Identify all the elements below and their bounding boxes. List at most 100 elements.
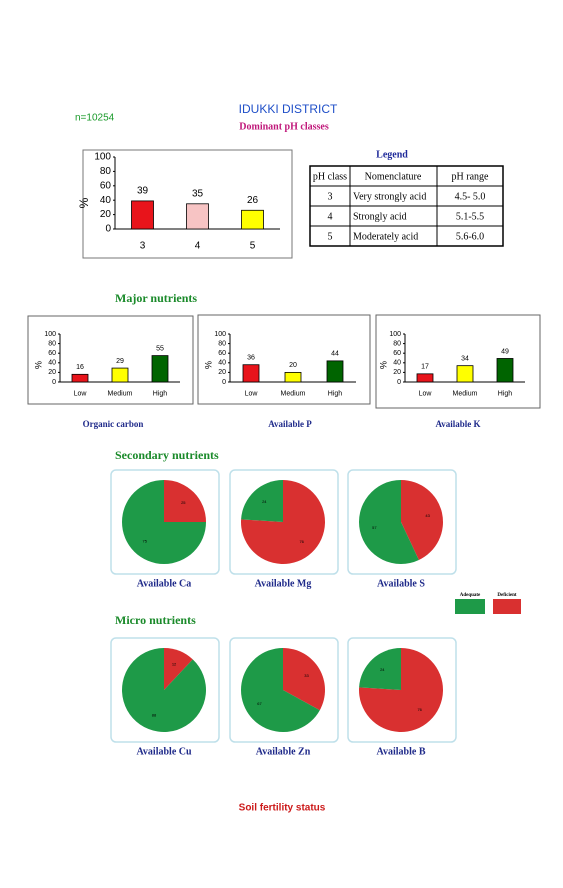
data-label: 16 (76, 364, 84, 371)
district-title: IDUKKI DISTRICT (239, 102, 338, 116)
y-tick-label: 80 (100, 166, 112, 177)
table-cell: 4 (328, 211, 333, 222)
data-label: 20 (289, 362, 297, 369)
y-tick-label: 100 (44, 331, 56, 338)
pie-slice (241, 480, 283, 522)
data-label: 12 (172, 662, 177, 667)
bar (416, 373, 434, 383)
chart-frame (197, 314, 371, 405)
legend-title: Legend (376, 149, 408, 160)
table-cell: Very strongly acid (353, 191, 426, 202)
y-tick-label: 20 (100, 209, 112, 220)
y-tick-label: 100 (214, 331, 226, 338)
chart-title: Available Mg (255, 578, 312, 589)
data-label: 17 (421, 364, 429, 371)
y-tick-label: 0 (52, 379, 56, 386)
pie-slice (401, 480, 443, 561)
y-tick-label: 40 (100, 195, 112, 206)
data-label: 39 (137, 186, 149, 197)
x-tick-label: Medium (453, 391, 478, 398)
data-label: 34 (461, 356, 469, 363)
legend-table (309, 165, 504, 247)
pie-slice (164, 480, 206, 522)
pie-slice (164, 648, 193, 690)
table-cell: 4.5- 5.0 (455, 191, 486, 202)
data-label: 67 (257, 701, 262, 706)
x-tick-label: High (498, 391, 513, 398)
data-label: 55 (156, 345, 164, 352)
pie-slice (122, 648, 206, 732)
chart-title: Available K (435, 419, 480, 429)
y-axis-label: % (33, 361, 43, 369)
chart-title: Available Zn (256, 746, 311, 757)
x-tick-label: Medium (108, 391, 133, 398)
legend-swatch (455, 599, 485, 614)
y-tick-label: 80 (218, 340, 226, 347)
y-tick-label: 20 (48, 369, 56, 376)
y-tick-label: 100 (389, 331, 401, 338)
table-cell: 5.6-6.0 (456, 231, 484, 242)
y-tick-label: 20 (393, 369, 401, 376)
x-tick-label: High (328, 391, 343, 398)
bar (242, 364, 260, 383)
x-tick-label: 4 (195, 241, 201, 252)
bar (186, 203, 209, 230)
table-header: pH class (313, 171, 347, 182)
x-tick-label: 5 (250, 241, 256, 252)
y-tick-label: 0 (222, 379, 226, 386)
y-axis-label: % (378, 361, 388, 369)
chart-title: Available S (377, 578, 425, 589)
data-label: 75 (142, 538, 147, 543)
y-tick-label: 40 (48, 360, 56, 367)
bar (111, 367, 129, 383)
y-tick-label: 80 (48, 340, 56, 347)
pie-slice (359, 648, 401, 690)
bar (326, 360, 344, 383)
data-label: 33 (304, 673, 309, 678)
data-label: 35 (192, 188, 204, 199)
data-label: 24 (380, 667, 385, 672)
table-cell: Strongly acid (353, 211, 407, 222)
pie-slice (283, 648, 325, 711)
chart-title: Available Ca (137, 578, 192, 589)
legend-label: Deficient (497, 593, 516, 598)
y-tick-label: 40 (218, 360, 226, 367)
y-tick-label: 60 (218, 350, 226, 357)
data-label: 88 (152, 712, 157, 717)
data-label: 29 (116, 358, 124, 365)
x-tick-label: 3 (140, 241, 146, 252)
pie-slice (122, 480, 206, 564)
table-cell: 5.1-5.5 (456, 211, 484, 222)
data-label: 36 (247, 355, 255, 362)
pie-slice (241, 648, 320, 732)
bar (284, 371, 302, 383)
legend-cells: pH class Nomenclature pH range 3 Very st… (313, 171, 489, 242)
chart-title: Organic carbon (83, 419, 144, 429)
data-label: 44 (331, 351, 339, 358)
chart-title: Available Cu (136, 746, 192, 757)
data-label: 57 (372, 525, 377, 530)
x-tick-label: Medium (281, 391, 306, 398)
chart-title: Available P (268, 419, 312, 429)
bar (496, 358, 514, 383)
section-title: Major nutrients (115, 291, 197, 305)
data-label: 25 (181, 500, 186, 505)
section-title: Micro nutrients (115, 613, 196, 627)
data-label: 49 (501, 348, 509, 355)
y-tick-label: 80 (393, 340, 401, 347)
pie-slice (359, 480, 419, 564)
y-axis-label: % (77, 197, 91, 208)
y-tick-label: 60 (100, 180, 112, 191)
bar (456, 365, 474, 383)
y-tick-label: 0 (397, 379, 401, 386)
legend-swatch (493, 599, 521, 614)
table-header: pH range (452, 171, 489, 182)
y-tick-label: 20 (218, 369, 226, 376)
bar (151, 355, 169, 383)
x-tick-label: Low (419, 391, 433, 398)
y-tick-label: 60 (48, 350, 56, 357)
table-cell: 5 (328, 231, 333, 242)
table-cell: Moderately acid (353, 231, 418, 242)
y-tick-label: 60 (393, 350, 401, 357)
